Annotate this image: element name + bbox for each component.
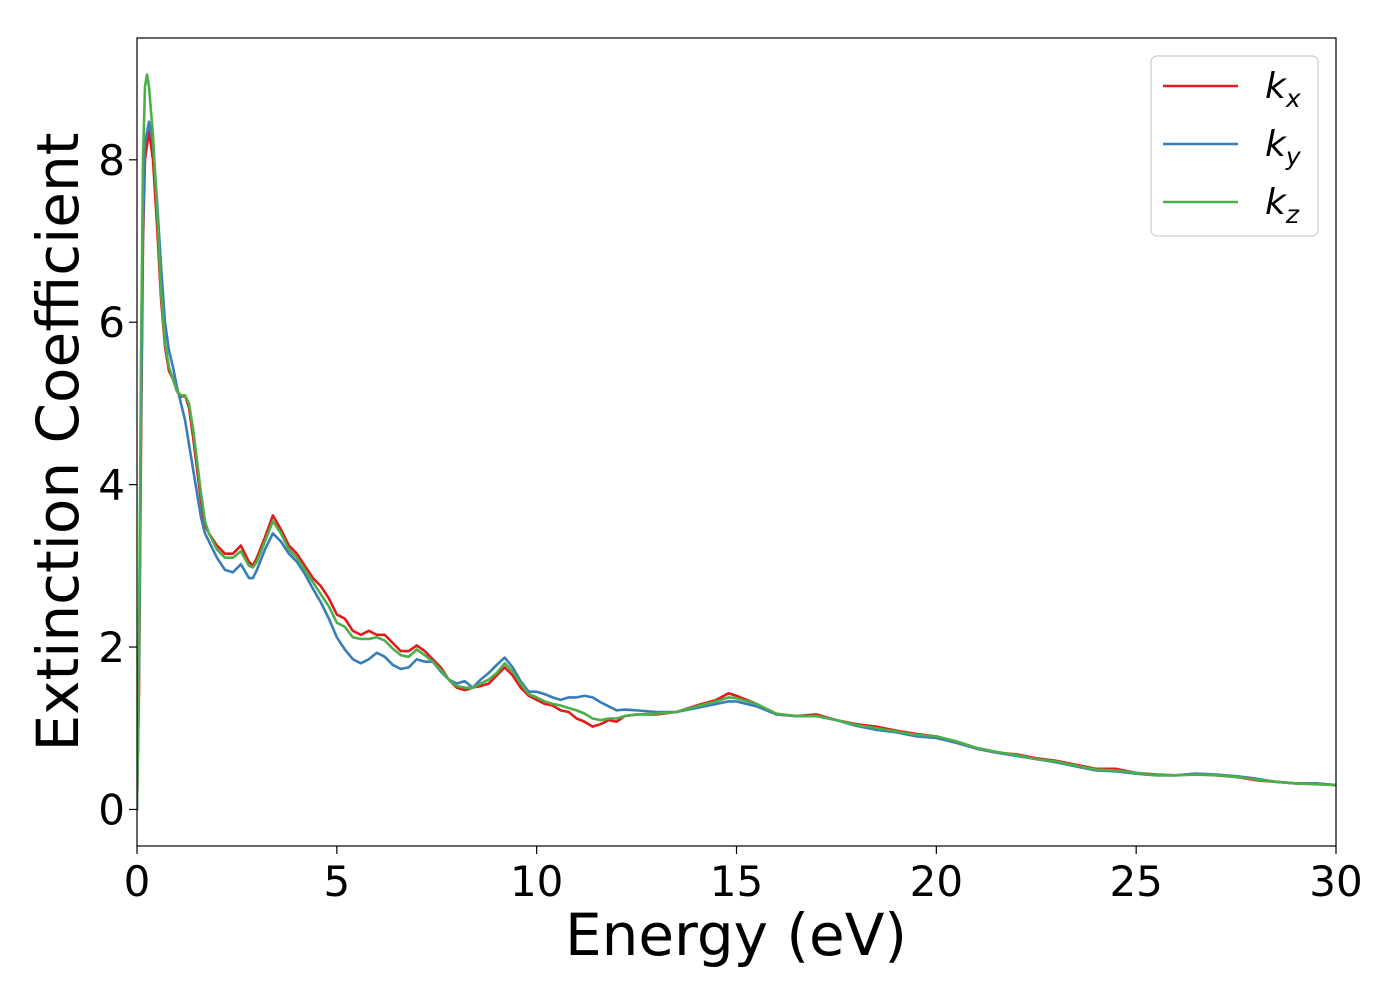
y-tick-label: 2: [98, 623, 125, 672]
x-tick-label: 30: [1309, 857, 1362, 906]
legend-label-x: kx: [1265, 66, 1301, 113]
series-layer: [137, 73, 1336, 811]
x-tick-label: 25: [1109, 857, 1162, 906]
x-axis: 0 5 10 15 20 25 30: [124, 846, 1363, 906]
y-tick-label: 4: [98, 461, 125, 510]
legend-label-y: ky: [1265, 124, 1302, 171]
y-tick-label: 6: [98, 298, 125, 347]
x-tick-label: 15: [710, 857, 763, 906]
y-tick-label: 0: [98, 785, 125, 834]
x-tick-label: 0: [124, 857, 151, 906]
y-axis-label: Extinction Coefficient: [24, 133, 92, 752]
y-tick-label: 8: [98, 136, 125, 185]
x-tick-label: 10: [510, 857, 563, 906]
x-tick-label: 20: [910, 857, 963, 906]
y-axis: 0 2 4 6 8: [98, 136, 137, 834]
legend-box: [1150, 55, 1319, 237]
x-tick-label: 5: [323, 857, 350, 906]
x-axis-label: Energy (eV): [565, 901, 907, 969]
series-line-z: [137, 73, 1336, 811]
